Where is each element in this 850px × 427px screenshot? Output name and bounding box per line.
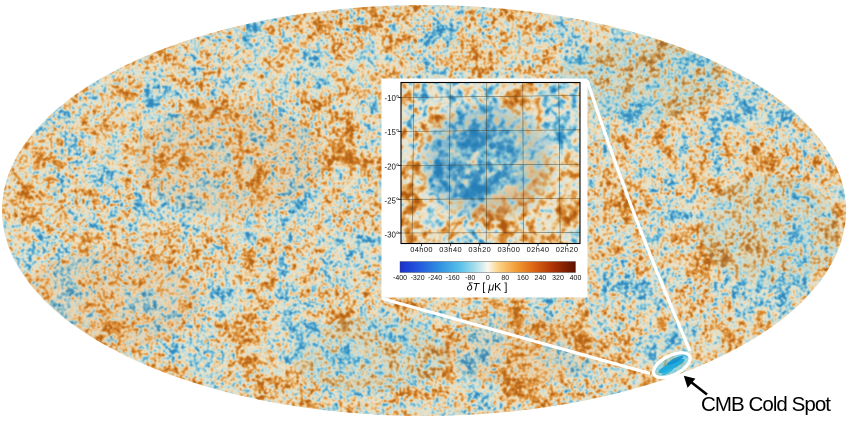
svg-text:CMB Cold Spot: CMB Cold Spot: [701, 393, 831, 416]
svg-text:03h20: 03h20: [468, 245, 491, 254]
svg-text:-400: -400: [393, 275, 407, 282]
svg-text:02h40: 02h40: [527, 245, 550, 254]
svg-text:400: 400: [570, 275, 582, 282]
svg-text:160: 160: [517, 275, 529, 282]
svg-text:-30°: -30°: [384, 231, 399, 240]
svg-text:-15°: -15°: [384, 128, 399, 137]
svg-text:-160: -160: [446, 275, 460, 282]
svg-text:0: 0: [486, 275, 490, 282]
svg-text:-25°: -25°: [384, 196, 399, 205]
svg-text:-320: -320: [411, 275, 425, 282]
svg-text:02h20: 02h20: [556, 245, 579, 254]
svg-text:240: 240: [535, 275, 547, 282]
svg-text:-240: -240: [428, 275, 442, 282]
svg-text:320: 320: [552, 275, 564, 282]
svg-text:δT [ μK ]: δT [ μK ]: [467, 282, 508, 294]
svg-text:-20°: -20°: [384, 162, 399, 171]
svg-text:80: 80: [501, 275, 509, 282]
svg-text:03h40: 03h40: [439, 245, 462, 254]
svg-text:-80: -80: [465, 275, 475, 282]
svg-text:04h00: 04h00: [410, 245, 433, 254]
svg-text:03h00: 03h00: [497, 245, 520, 254]
svg-text:-10°: -10°: [384, 94, 399, 103]
